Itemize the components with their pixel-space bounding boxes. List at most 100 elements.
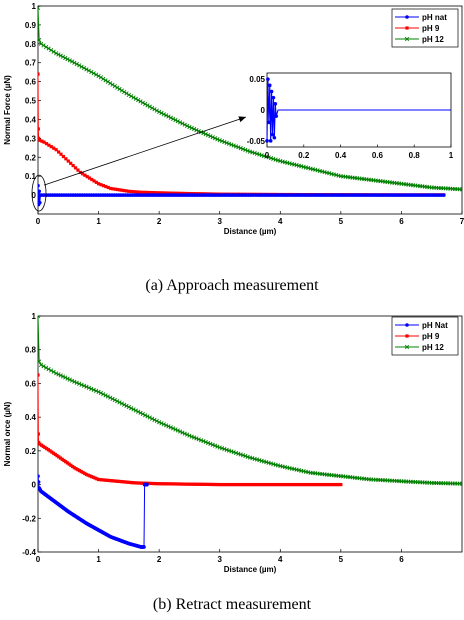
data-point — [189, 482, 193, 486]
data-point — [217, 138, 222, 143]
data-point — [167, 482, 171, 486]
data-point — [136, 481, 140, 485]
data-point — [266, 482, 271, 487]
data-point — [215, 137, 220, 142]
data-point — [94, 72, 99, 77]
data-point — [74, 467, 78, 471]
series-ph-12 — [38, 316, 462, 486]
data-point — [61, 154, 66, 159]
x-tick-label: 6 — [399, 555, 404, 564]
data-point — [73, 166, 78, 170]
data-point — [89, 69, 94, 75]
data-point — [154, 108, 159, 113]
data-point — [185, 191, 189, 196]
data-point — [44, 142, 49, 146]
data-point — [101, 478, 106, 482]
data-point — [133, 408, 138, 413]
data-point — [264, 154, 269, 159]
data-point — [133, 96, 138, 101]
data-point — [229, 482, 234, 487]
data-point — [180, 430, 185, 435]
data-point — [130, 480, 134, 485]
data-point — [60, 54, 66, 59]
x-tick-label: 1 — [96, 217, 101, 226]
x-tick-label: 2 — [157, 555, 162, 564]
data-point — [266, 155, 271, 160]
data-point — [153, 191, 157, 195]
data-point — [219, 446, 225, 451]
data-point — [166, 424, 171, 429]
inset-data-point — [273, 102, 278, 106]
data-point — [238, 482, 242, 487]
data-point — [212, 443, 218, 448]
data-point — [293, 482, 298, 487]
data-point — [275, 158, 281, 163]
data-point — [38, 6, 41, 11]
data-point — [106, 185, 110, 190]
data-point — [79, 382, 84, 387]
data-point — [122, 89, 127, 95]
x-tick-label: 5 — [339, 555, 344, 564]
data-point — [59, 152, 63, 156]
y-tick-label: 0.6 — [25, 78, 37, 87]
data-point — [138, 410, 143, 415]
data-point — [240, 146, 246, 152]
data-point — [65, 57, 70, 62]
data-point — [40, 139, 44, 143]
data-point — [90, 177, 94, 182]
data-point — [148, 481, 153, 486]
data-point — [152, 107, 157, 112]
data-point — [161, 422, 166, 427]
data-point — [81, 470, 85, 475]
data-point — [38, 183, 40, 188]
data-point — [157, 420, 162, 425]
data-point — [46, 448, 50, 452]
data-point — [138, 99, 143, 104]
x-axis-label: Distance (µm) — [224, 565, 277, 574]
data-point — [63, 375, 68, 380]
y-tick-label: 0.1 — [25, 172, 37, 181]
figure-caption: (b) Retract measurement — [153, 596, 312, 613]
data-point — [164, 191, 168, 195]
data-point — [55, 454, 59, 458]
data-point — [38, 362, 44, 368]
legend: pH nat pH 9 pH 12 — [391, 8, 459, 48]
inset-data-point — [269, 89, 274, 94]
data-point — [50, 450, 54, 454]
inset-data-point — [272, 135, 277, 140]
data-point — [312, 482, 316, 487]
data-point — [152, 417, 157, 422]
data-point — [150, 416, 155, 421]
data-point — [67, 462, 71, 466]
data-point — [290, 482, 294, 487]
data-point — [145, 103, 150, 108]
data-point — [263, 482, 267, 487]
data-point — [46, 46, 51, 51]
data-point — [270, 482, 274, 487]
data-point — [84, 472, 89, 477]
data-point — [91, 475, 95, 479]
data-point — [110, 479, 114, 483]
data-point — [39, 443, 44, 447]
inset-y-tick-label: 0.05 — [249, 75, 265, 84]
data-point — [175, 428, 180, 433]
legend-entry: pH 12 — [422, 35, 444, 44]
data-point — [77, 469, 82, 473]
data-point — [335, 482, 340, 487]
data-point — [131, 481, 135, 485]
y-tick-label: 0 — [32, 191, 37, 200]
data-point — [159, 482, 163, 486]
data-point — [119, 401, 124, 406]
data-point — [307, 482, 311, 487]
data-point — [38, 316, 41, 319]
data-point — [38, 41, 44, 46]
data-point — [182, 122, 187, 127]
zoom-arrow-line — [43, 116, 247, 186]
data-point — [81, 65, 87, 71]
inset-data-point — [268, 139, 273, 143]
data-point — [187, 433, 192, 438]
data-point — [171, 191, 175, 195]
data-point — [157, 109, 162, 115]
data-point — [96, 182, 101, 186]
data-point — [41, 43, 46, 48]
